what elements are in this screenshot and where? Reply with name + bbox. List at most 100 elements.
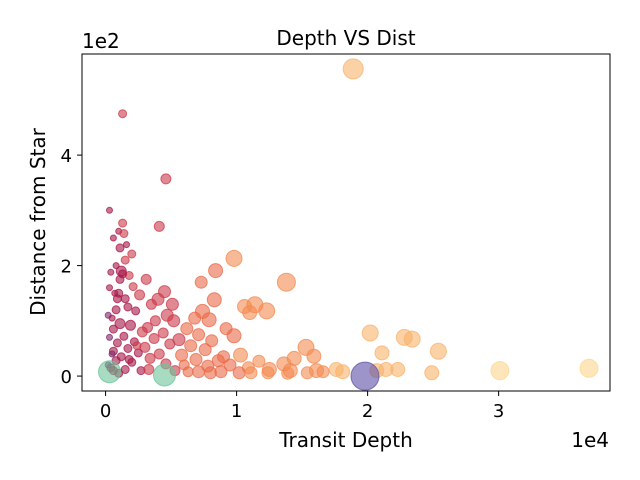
data-point [106, 333, 113, 341]
data-point [182, 366, 194, 378]
data-point [579, 358, 599, 378]
data-point [164, 338, 176, 350]
data-point [118, 269, 128, 279]
x-tick-label: 2 [362, 401, 373, 422]
data-point [120, 365, 130, 374]
x-tick-label: 0 [100, 401, 111, 422]
data-point [118, 109, 128, 119]
data-point [276, 272, 296, 292]
data-point [223, 358, 237, 372]
data-point [123, 241, 130, 249]
data-point [226, 328, 242, 344]
data-point [133, 348, 143, 358]
data-point [106, 284, 113, 292]
data-point [232, 366, 246, 380]
data-point [189, 353, 203, 366]
data-point [244, 366, 258, 380]
data-point [153, 348, 165, 360]
data-point [107, 268, 115, 276]
data-point [192, 328, 206, 342]
y-axis-title: Distance from Star [26, 127, 50, 316]
x-offset-label: 1e4 [571, 428, 609, 452]
data-point [306, 348, 322, 364]
data-point [429, 342, 447, 360]
data-point [242, 305, 258, 321]
data-point [108, 314, 116, 322]
x-tick-label: 1 [231, 401, 242, 422]
data-point [180, 322, 194, 336]
y-tick-label: 0 [61, 367, 72, 388]
data-point [342, 58, 364, 80]
data-point [258, 302, 276, 320]
data-point [165, 297, 179, 311]
data-point [194, 275, 208, 289]
data-point [144, 352, 156, 364]
data-point [125, 319, 136, 331]
y-tick-label: 4 [61, 146, 72, 167]
data-point [98, 360, 121, 384]
data-point [225, 249, 243, 267]
data-point [198, 343, 212, 357]
data-point [214, 365, 228, 379]
data-point [206, 292, 222, 308]
data-point [128, 282, 138, 292]
data-point [132, 341, 142, 351]
data-point [490, 361, 510, 381]
data-point [192, 365, 206, 379]
data-point [108, 350, 116, 358]
data-point [127, 249, 137, 259]
x-axis-title: Transit Depth [278, 428, 413, 452]
points-layer [98, 58, 599, 391]
data-point [131, 306, 141, 316]
plot-frame [81, 53, 611, 392]
data-point [167, 314, 181, 328]
data-point [134, 289, 146, 301]
y-axis: 0 2 4 [61, 146, 82, 388]
data-point [205, 334, 219, 348]
x-axis: 0 1 2 3 [100, 391, 504, 422]
chart-title: Depth VS Dist [276, 26, 415, 50]
data-point [148, 333, 160, 344]
data-point [112, 294, 122, 304]
data-point [188, 311, 202, 325]
data-point [123, 302, 133, 312]
data-point [233, 347, 248, 363]
y-tick-label: 2 [61, 257, 72, 278]
data-point [160, 173, 172, 185]
data-point [252, 354, 266, 368]
data-point [281, 366, 295, 380]
y-offset-label: 1e2 [82, 29, 120, 53]
data-point [153, 220, 165, 232]
x-tick-label: 3 [493, 401, 504, 422]
data-point [403, 330, 421, 348]
data-point [112, 338, 122, 348]
data-point [124, 355, 134, 364]
data-point [316, 365, 330, 379]
data-point [157, 327, 169, 339]
data-point [153, 363, 176, 387]
data-point [108, 324, 118, 334]
data-point [123, 344, 133, 353]
data-point [111, 305, 121, 315]
data-point [119, 229, 129, 238]
data-point [115, 243, 125, 253]
data-point [335, 364, 351, 380]
data-point [390, 362, 406, 377]
data-point [300, 366, 314, 380]
data-point [120, 255, 130, 265]
data-point [119, 331, 129, 341]
data-point [350, 361, 380, 391]
data-point [184, 339, 198, 353]
data-point [145, 298, 157, 310]
data-point [114, 318, 126, 330]
data-point [261, 366, 275, 380]
data-point [208, 263, 224, 279]
data-point [374, 345, 390, 361]
data-point [201, 312, 217, 328]
data-point [118, 218, 128, 228]
data-point [109, 234, 117, 242]
data-point [143, 364, 155, 375]
data-point [136, 326, 148, 338]
data-point [424, 365, 440, 381]
